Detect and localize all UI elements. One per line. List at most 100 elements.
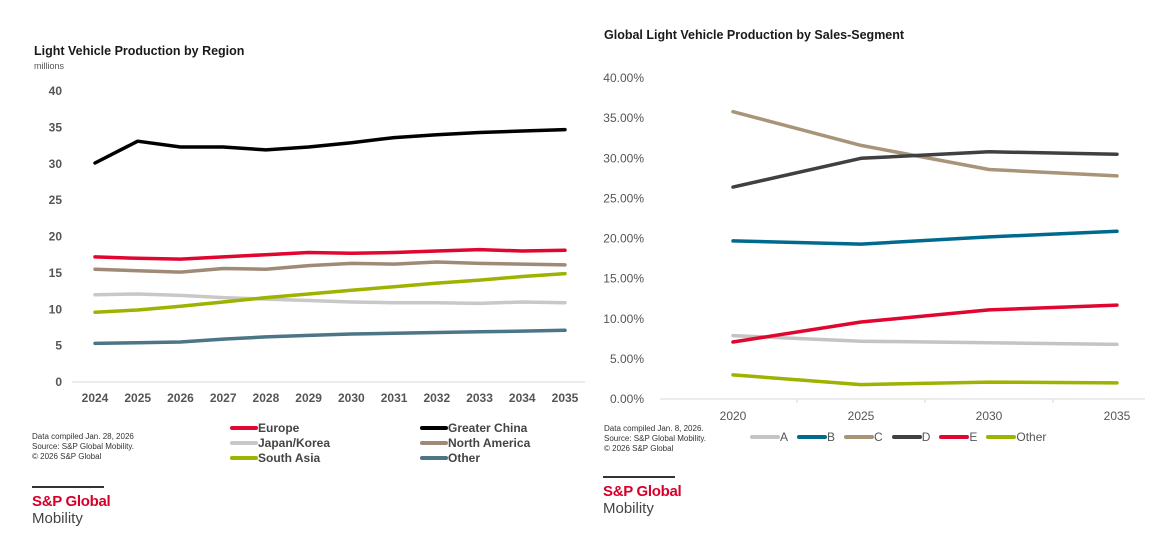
legend-swatch [939, 435, 970, 439]
source-line: © 2026 S&P Global [32, 452, 102, 461]
source-line: Source: S&P Global Mobility. [32, 442, 134, 451]
legend-swatch [230, 426, 258, 430]
legend-label: South Asia [258, 451, 321, 465]
legend-item: A [750, 430, 788, 444]
x-tick-label: 2035 [552, 391, 579, 405]
brand-sub: Mobility [603, 500, 654, 517]
legend-swatch [230, 441, 258, 445]
y-tick-label: 35.00% [603, 111, 644, 125]
legend-item: Other [986, 430, 1046, 444]
legend-label: B [827, 430, 836, 444]
x-tick-label: 2033 [466, 391, 493, 405]
legend-swatch [230, 456, 258, 460]
legend-swatch [891, 435, 922, 439]
y-tick-label: 30 [49, 157, 63, 171]
legend-label: A [780, 430, 789, 444]
y-tick-label: 20.00% [603, 232, 644, 246]
legend-swatch [750, 435, 780, 439]
y-tick-label: 25 [49, 193, 63, 207]
x-tick-label: 2029 [295, 391, 322, 405]
brand-sub: Mobility [32, 510, 83, 527]
segment-chart-panel: Global Light Vehicle Production by Sales… [590, 0, 1160, 533]
y-tick-label: 5.00% [610, 352, 644, 366]
y-tick-label: 0.00% [610, 392, 644, 406]
y-tick-label: 5 [55, 339, 62, 353]
legend-label: Other [1016, 430, 1047, 444]
series-line-e [731, 303, 1119, 344]
legend-label: D [921, 430, 931, 444]
source-line: Source: S&P Global Mobility. [604, 434, 706, 443]
x-tick-label: 2031 [381, 391, 408, 405]
series-line-a [731, 333, 1119, 347]
legend-swatch [420, 456, 448, 460]
legend-item: E [939, 430, 977, 444]
legend-item: Greater China [420, 421, 527, 435]
series-line-greater-china [93, 127, 567, 165]
series-line-north-america [93, 260, 567, 274]
y-tick-label: 40.00% [603, 71, 644, 85]
chart-title: Light Vehicle Production by Region [34, 44, 245, 58]
segment-line-chart: 0.00% 5.00% 10.00% 15.00% 20.00% 25.00% 30.00%… [603, 71, 1145, 423]
legend: A B C D E Other [750, 430, 1055, 444]
y-tick-label: 35 [49, 120, 63, 134]
legend-label: E [969, 430, 978, 444]
y-tick-label: 30.00% [603, 151, 644, 165]
source-line: © 2026 S&P Global [604, 444, 674, 453]
legend-label: C [874, 430, 883, 444]
legend-item: C [844, 430, 883, 444]
series-line-other [731, 373, 1119, 387]
series-line-south-asia [93, 271, 567, 314]
legend-item: Europe [230, 421, 299, 435]
legend-swatch [420, 426, 448, 430]
brand-logo: S&P Global Mobility [32, 486, 111, 528]
x-tick-label: 2035 [1104, 409, 1131, 423]
legend-item: Japan/Korea [230, 436, 330, 450]
legend-swatch [420, 441, 448, 445]
legend-label: Greater China [448, 421, 528, 435]
y-tick-label: 10.00% [603, 312, 644, 326]
legend-label: North America [448, 436, 531, 450]
y-tick-label: 20 [49, 230, 63, 244]
x-tick-label: 2027 [210, 391, 237, 405]
legend-label: Japan/Korea [258, 436, 331, 450]
legend-swatch [797, 435, 828, 439]
source-note: Data compiled Jan. 28, 2026 Source: S&P … [32, 432, 134, 462]
legend-item: South Asia [230, 451, 320, 465]
brand-rule [603, 476, 675, 478]
series-line-b [731, 229, 1119, 246]
y-tick-label: 15.00% [603, 272, 644, 286]
x-tick-label: 2020 [720, 409, 747, 423]
x-tick-label: 2030 [338, 391, 365, 405]
series-line-d [731, 150, 1119, 189]
y-tick-label: 15 [49, 266, 63, 280]
legend-item: B [797, 430, 835, 444]
legend-item: North America [420, 436, 530, 450]
legend-item: D [891, 430, 931, 444]
x-tick-label: 2026 [167, 391, 194, 405]
legend-swatch [844, 435, 875, 439]
source-note: Data compiled Jan. 8, 2026. Source: S&P … [604, 424, 706, 454]
region-chart-panel: Light Vehicle Production by Region milli… [32, 44, 585, 528]
series-line-europe [93, 247, 567, 261]
y-tick-label: 10 [49, 302, 63, 316]
brand-name: S&P Global [32, 493, 111, 510]
source-line: Data compiled Jan. 8, 2026. [604, 424, 704, 433]
source-line: Data compiled Jan. 28, 2026 [32, 432, 134, 441]
legend-label: Europe [258, 421, 300, 435]
brand-rule [32, 486, 104, 488]
y-axis-unit: millions [34, 61, 65, 71]
y-tick-label: 40 [49, 84, 63, 98]
brand-logo: S&P Global Mobility [603, 476, 682, 518]
series-line-japan-korea [93, 292, 567, 306]
legend-label: Other [448, 451, 481, 465]
series-line-other [93, 328, 567, 346]
brand-name: S&P Global [603, 483, 682, 500]
y-tick-label: 0 [55, 375, 62, 389]
x-tick-label: 2030 [976, 409, 1003, 423]
x-tick-label: 2025 [124, 391, 151, 405]
x-tick-label: 2028 [253, 391, 280, 405]
x-tick-label: 2024 [82, 391, 109, 405]
legend-swatch [986, 435, 1017, 439]
y-tick-label: 25.00% [603, 191, 644, 205]
